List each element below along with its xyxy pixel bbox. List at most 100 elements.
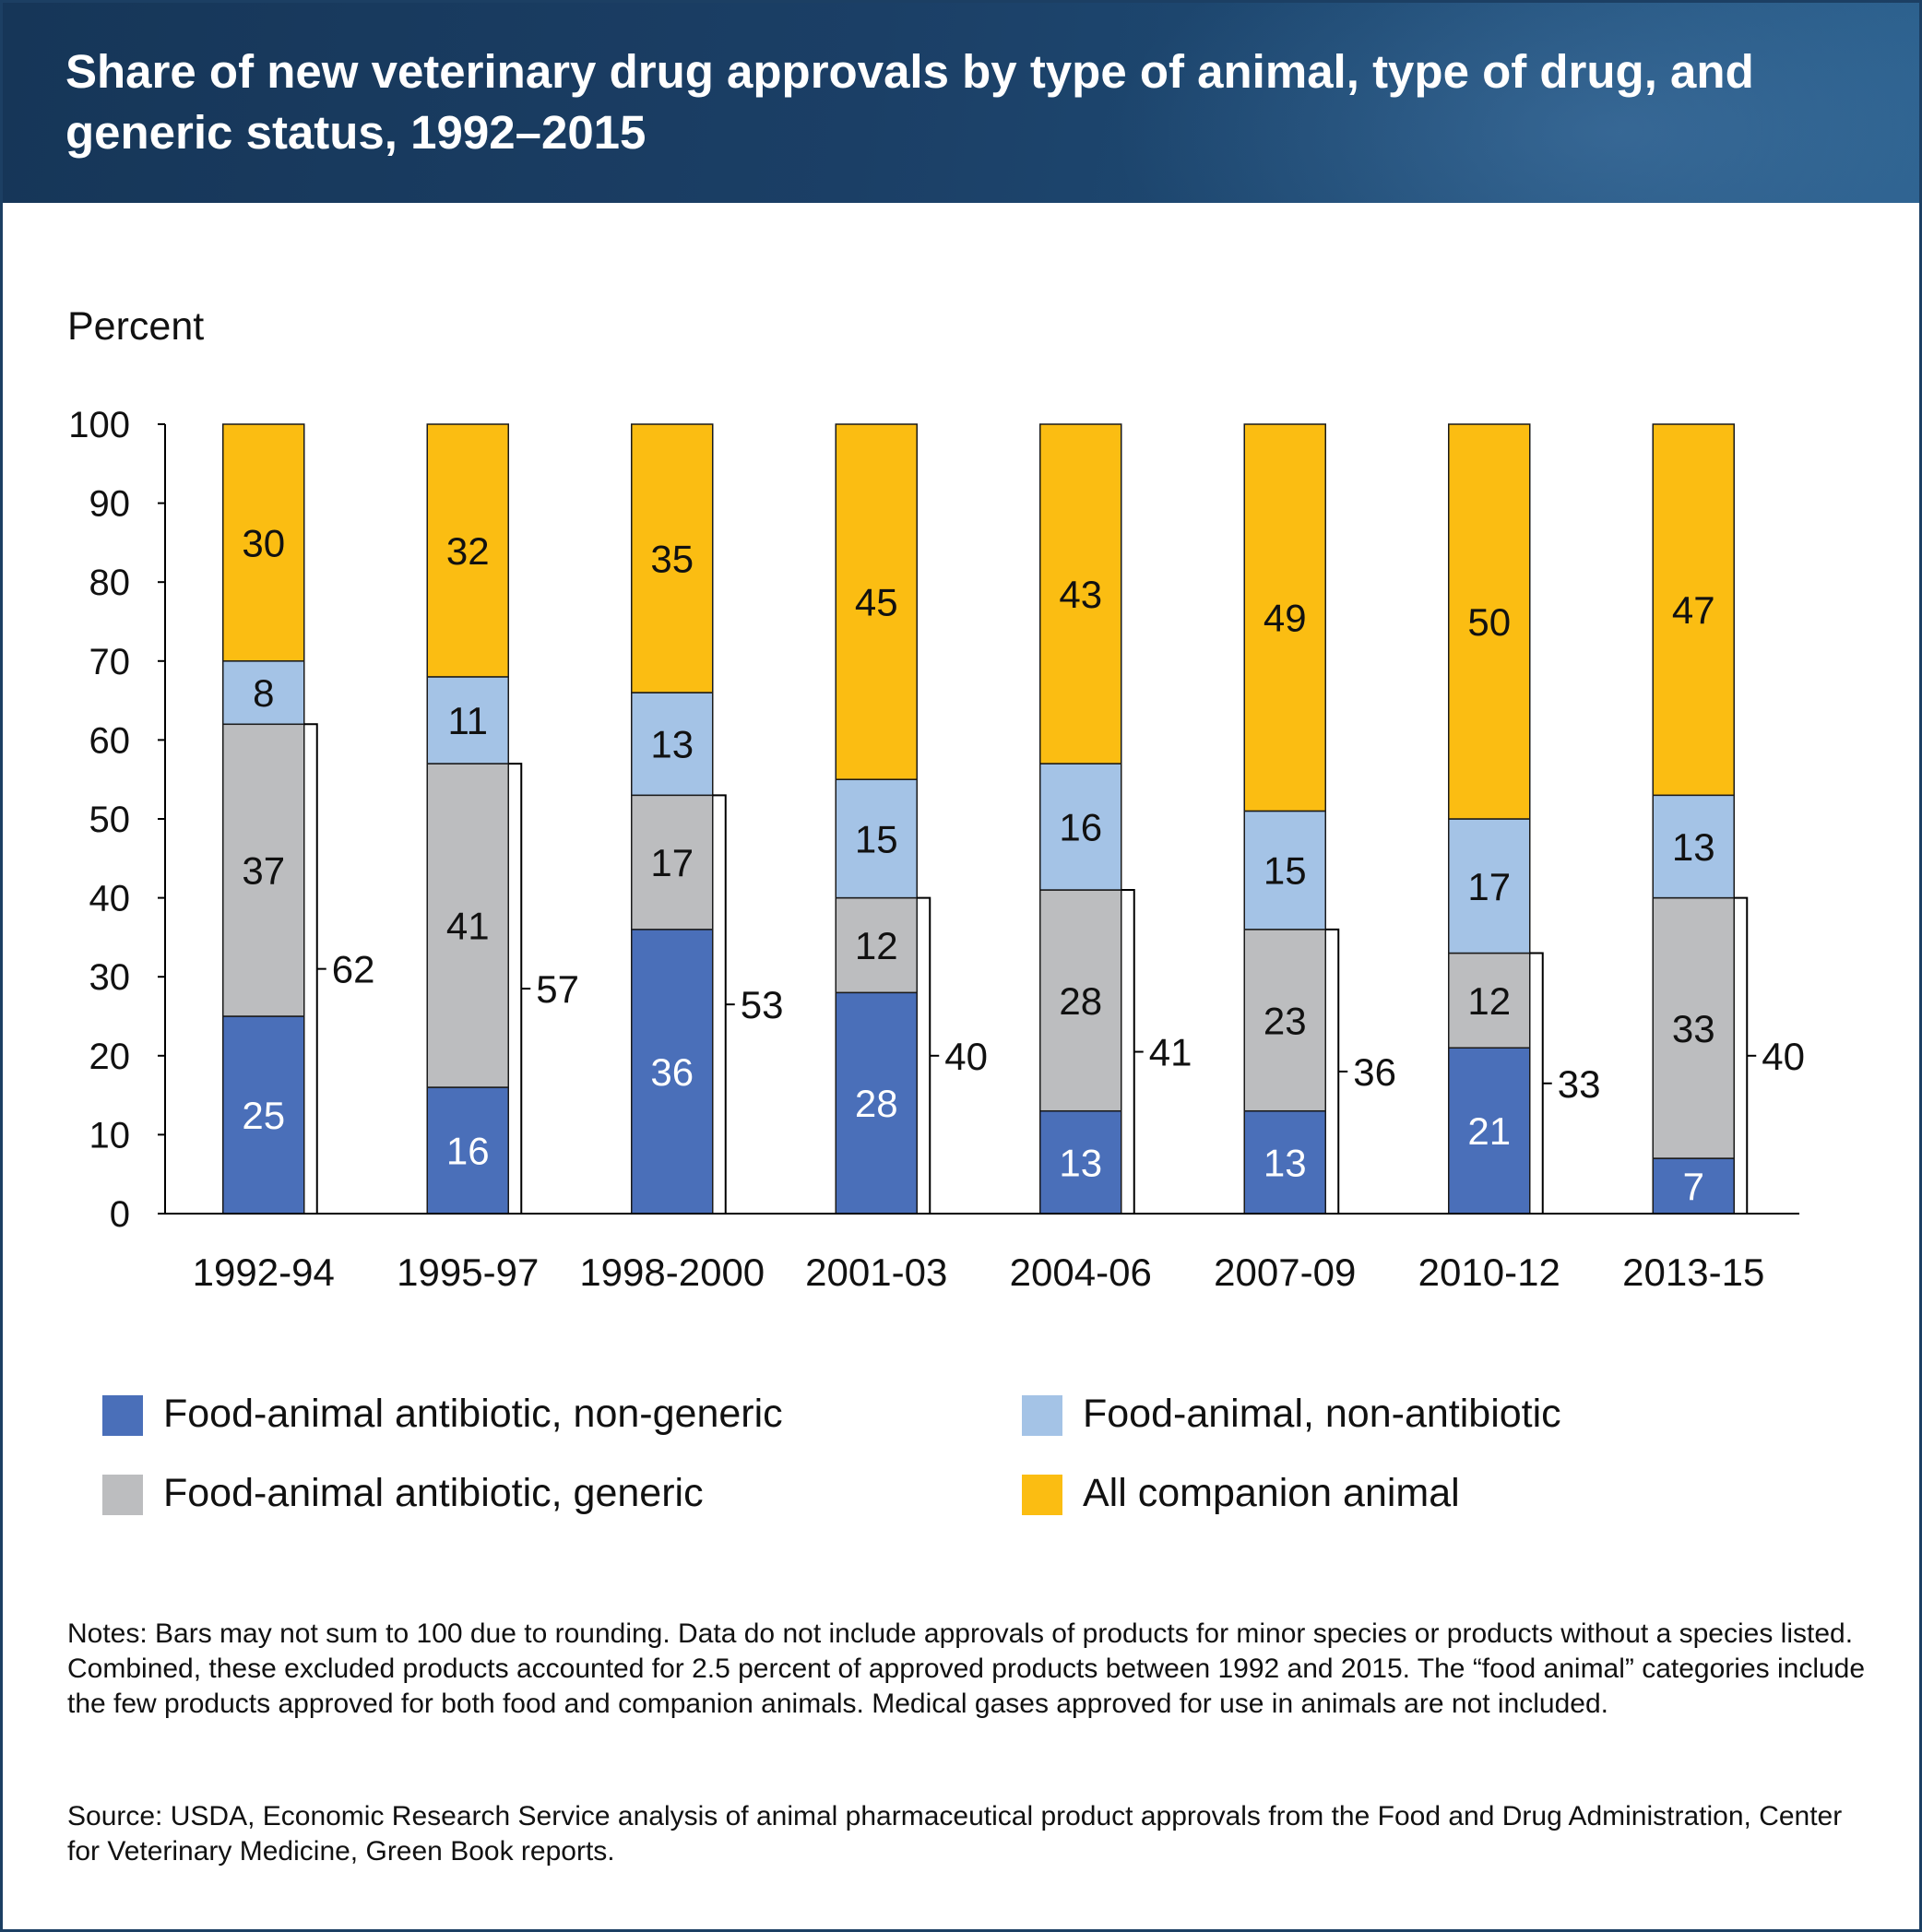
legend-swatch [102,1475,143,1515]
bar-value-label: 35 [650,538,694,581]
bar-segment [1039,1109,1122,1215]
bar-segment [426,423,509,678]
bar-value-label: 23 [1264,999,1307,1042]
bracket-total-label: 40 [1762,1035,1805,1078]
bar-segment [426,1086,509,1215]
bar-segment [1448,818,1531,954]
bar-value-label: 13 [1059,1141,1102,1184]
bar-value-label: 43 [1059,573,1102,616]
bar-segment [1652,423,1735,797]
bar-segment [1243,423,1326,812]
bar-value-label: 32 [446,529,490,573]
bracket-total-label: 57 [536,967,579,1011]
bar-segment [1039,763,1122,891]
bar-value-label: 13 [650,723,694,766]
bar-value-label: 16 [446,1130,490,1173]
chart-header: Share of new veterinary drug approvals b… [3,3,1919,203]
header-highlight [1109,3,1919,203]
legend-label: Food-animal antibiotic, non-generic [163,1392,783,1436]
bracket [303,723,318,1215]
bar-value-label: 15 [1264,849,1307,893]
y-tick-label: 0 [110,1194,130,1235]
bar-value-label: 36 [650,1050,694,1094]
y-tick-label: 90 [89,484,131,525]
y-tick-label: 100 [68,405,130,445]
bar-value-label: 11 [447,699,488,742]
bar-value-label: 37 [242,849,285,893]
y-tick-label: 70 [89,642,131,682]
bar-value-label: 49 [1264,597,1307,640]
bar-value-label: 45 [855,581,898,624]
bar-segment [1039,423,1122,765]
y-tick-label: 40 [89,879,131,919]
legend-swatch [102,1395,143,1436]
bar-segment [222,423,305,662]
y-tick-label: 30 [89,957,131,998]
bar-segment [1448,952,1531,1049]
bar-segment [1652,794,1735,899]
y-tick-label: 50 [89,800,131,840]
bar-segment [1652,896,1735,1159]
bar-value-label: 47 [1672,588,1715,632]
bracket-total-label: 33 [1558,1062,1601,1106]
bar-segment [222,723,305,1017]
bar-segment [835,991,918,1215]
bar-segment [631,794,714,930]
bracket [917,896,931,1215]
bar-segment [631,929,714,1215]
bar-value-label: 28 [1059,979,1102,1023]
bar-value-label: 12 [1467,979,1511,1023]
bracket [1529,952,1544,1215]
bracket-total-label: 40 [944,1035,988,1078]
bracket-total-label: 36 [1353,1050,1396,1094]
bracket [1325,928,1340,1215]
x-tick-label: 1998-2000 [579,1250,765,1294]
bracket-total-label: 62 [332,948,375,991]
bar-segment [1448,423,1531,820]
bar-value-label: 50 [1467,600,1511,644]
bar-value-label: 16 [1059,806,1102,849]
x-tick-label: 2013-15 [1622,1250,1764,1294]
bar-value-label: 30 [242,521,285,564]
bar-value-label: 15 [855,817,898,860]
legend-swatch [1022,1395,1062,1436]
bracket [712,794,727,1215]
bar-segment [835,423,918,780]
y-tick-label: 20 [89,1037,131,1077]
y-tick-label: 60 [89,720,131,761]
legend-label: All companion animal [1083,1471,1460,1515]
chart-notes: Notes: Bars may not sum to 100 due to ro… [67,1618,1866,1719]
bracket-total-label: 41 [1149,1031,1192,1074]
bar-value-label: 12 [855,924,898,967]
x-tick-label: 2010-12 [1418,1250,1560,1294]
x-tick-label: 1992-94 [193,1250,335,1294]
bracket [1121,889,1135,1215]
bar-value-label: 21 [1467,1109,1511,1153]
bracket [508,763,523,1215]
y-tick-label: 80 [89,563,131,603]
bar-value-label: 7 [1683,1165,1704,1208]
chart-source: Source: USDA, Economic Research Service … [67,1801,1843,1867]
bar-segment [631,423,714,693]
y-tick-label: 10 [89,1115,131,1156]
legend-label: Food-animal antibiotic, generic [163,1471,704,1515]
bar-segment [835,778,918,899]
stacked-bar-chart: Percent 0 10 20 30 40 50 60 70 80 90 100 25 37 8 30 62 19… [67,304,1805,1294]
chart-title: Share of new veterinary drug approvals b… [65,45,1754,159]
x-tick-label: 2001-03 [805,1250,947,1294]
x-tick-label: 2007-09 [1214,1250,1356,1294]
bar-segment [426,763,509,1088]
bar-value-label: 13 [1264,1141,1307,1184]
bar-value-label: 41 [446,905,490,948]
bar-segment [222,1015,305,1215]
y-axis-label: Percent [67,304,204,349]
legend-label: Food-animal, non-antibiotic [1083,1392,1561,1436]
bar-segment [222,660,305,726]
bar-value-label: 17 [1467,865,1511,908]
x-tick-label: 2004-06 [1010,1250,1152,1294]
x-tick-label: 1995-97 [397,1250,539,1294]
bar-value-label: 25 [242,1094,285,1137]
bar-segment [1039,889,1122,1112]
bar-value-label: 8 [253,671,274,715]
